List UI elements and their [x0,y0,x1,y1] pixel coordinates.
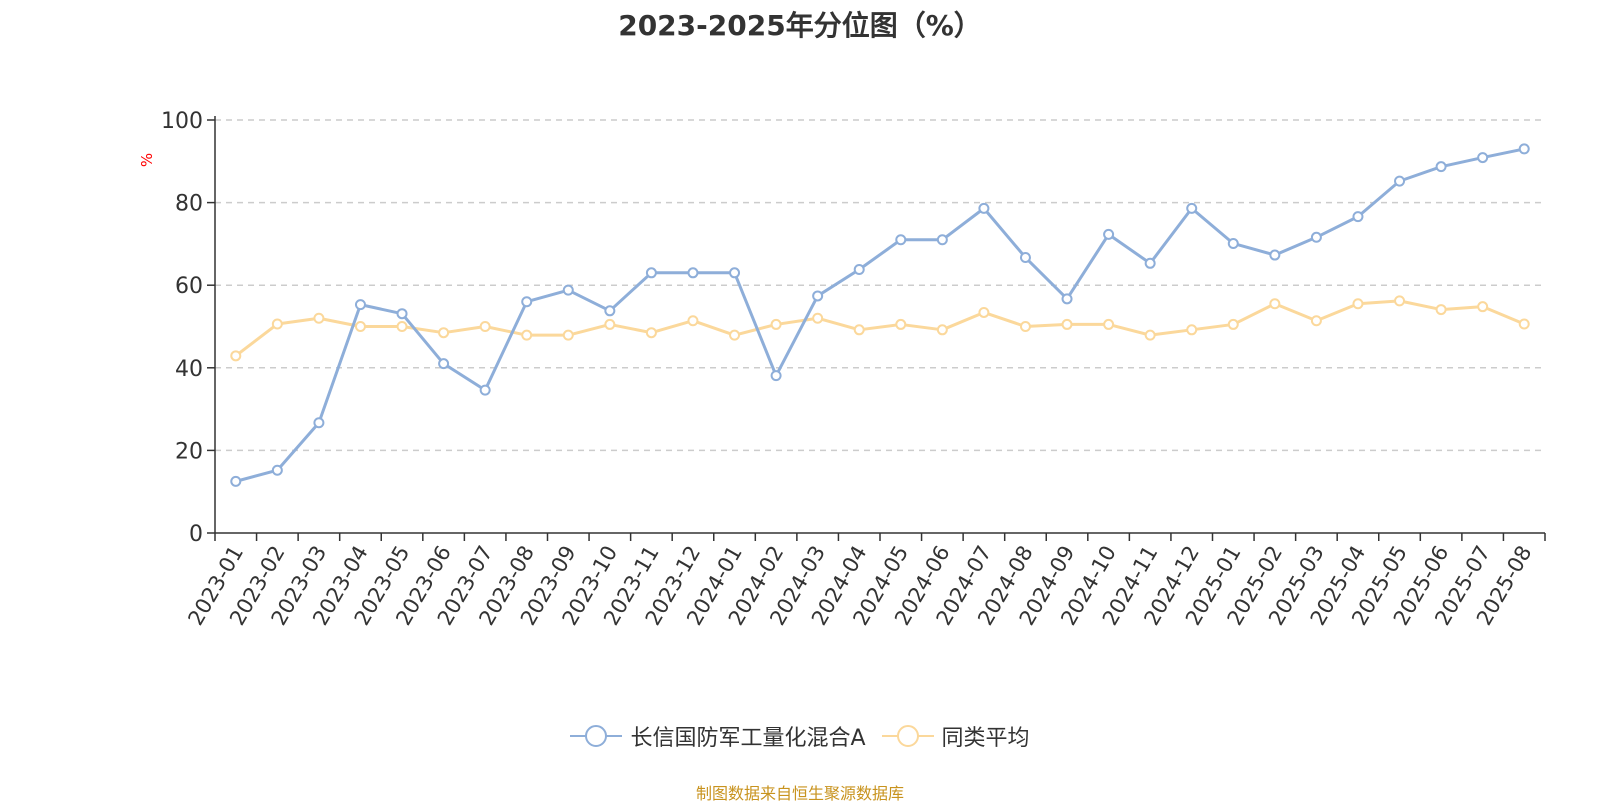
series-2-point[interactable] [1269,298,1281,310]
series-2-point[interactable] [313,312,325,324]
series-2-point[interactable] [230,350,242,362]
series-1-point[interactable] [396,308,408,320]
series-1-point[interactable] [1394,175,1406,187]
y-axis-unit-label: % [138,153,156,167]
series-1-point[interactable] [1518,143,1530,155]
series-2-point[interactable] [1310,315,1322,327]
series-1-point[interactable] [1019,252,1031,264]
series-2-point[interactable] [853,324,865,336]
series-1-point[interactable] [438,358,450,370]
series-2-point[interactable] [936,324,948,336]
legend-swatch-series-2 [881,725,934,747]
series-1-point[interactable] [354,299,366,311]
series-2-point[interactable] [1061,318,1073,330]
legend-label-series-1: 长信国防军工量化混合A [630,726,866,751]
series-1-point[interactable] [645,267,657,279]
series-2-point[interactable] [645,327,657,339]
series-2-point[interactable] [271,318,283,330]
series-2-point[interactable] [812,312,824,324]
y-tick-label: 0 [189,522,203,547]
legend-item-series-2[interactable]: 同类平均 [881,720,1030,752]
series-1-point[interactable] [853,264,865,276]
chart-legend: 长信国防军工量化混合A 同类平均 [0,720,1600,752]
series-layer [230,143,1530,487]
series-1-point[interactable] [230,475,242,487]
series-1-point[interactable] [479,384,491,396]
series-2-point[interactable] [729,329,741,341]
chart-title: 2023-2025年分位图（%） [618,9,982,42]
line-chart: 0204060801002023-012023-022023-032023-04… [138,109,1546,629]
legend-item-series-1[interactable]: 长信国防军工量化混合A [570,720,866,752]
series-1-point[interactable] [687,267,699,279]
series-1-point[interactable] [1186,202,1198,214]
series-2-point[interactable] [1518,318,1530,330]
series-1-point[interactable] [895,234,907,246]
series-2-point[interactable] [687,315,699,327]
series-2-point[interactable] [604,318,616,330]
axis-layer: 0204060801002023-012023-022023-032023-04… [161,109,1546,629]
series-2-point[interactable] [354,321,366,332]
series-2-point[interactable] [770,318,782,330]
series-1-point[interactable] [521,296,533,308]
series-1-point[interactable] [1310,231,1322,243]
series-1-point[interactable] [1144,257,1156,269]
series-1-point[interactable] [1352,211,1364,223]
series-2-point[interactable] [438,327,450,339]
series-1-point[interactable] [604,305,616,317]
y-tick-label: 60 [175,274,203,299]
series-1-point[interactable] [562,284,574,296]
series-1-point[interactable] [770,370,782,382]
series-2-point[interactable] [1394,295,1406,307]
series-2-point[interactable] [895,318,907,330]
series-line-1 [235,147,1525,483]
series-1-point[interactable] [313,417,325,429]
series-2-point[interactable] [1477,301,1489,313]
series-1-point[interactable] [1227,237,1239,249]
y-tick-label: 40 [175,357,203,382]
series-2-point[interactable] [1103,318,1115,330]
series-1-point[interactable] [936,234,948,246]
series-1-point[interactable] [1103,228,1115,240]
series-2-point[interactable] [521,329,533,341]
series-line-2 [234,299,1525,358]
series-1-point[interactable] [1269,249,1281,261]
series-2-point[interactable] [1144,329,1156,341]
series-1-point[interactable] [978,202,990,214]
series-2-point[interactable] [1435,304,1447,316]
grid-layer [215,119,1545,452]
y-tick-label: 80 [175,192,203,217]
y-tick-label: 100 [161,109,203,134]
series-2-point[interactable] [396,321,408,332]
legend-swatch-series-1 [570,725,623,747]
y-tick-label: 20 [175,439,203,464]
series-2-point[interactable] [1186,324,1198,336]
series-2-point[interactable] [479,321,491,332]
series-1-point[interactable] [271,464,283,476]
series-2-point[interactable] [1227,318,1239,330]
series-1-point[interactable] [729,267,741,279]
series-1-point[interactable] [1435,161,1447,173]
series-2-point[interactable] [1019,321,1031,332]
source-note: 制图数据来自恒生聚源数据库 [695,784,904,803]
series-2-point[interactable] [978,306,990,318]
legend-label-series-2: 同类平均 [941,726,1030,751]
series-2-point[interactable] [1352,298,1364,310]
series-1-point[interactable] [1477,152,1489,164]
series-1-point[interactable] [812,290,824,302]
series-2-point[interactable] [562,329,574,341]
series-1-point[interactable] [1061,293,1073,305]
